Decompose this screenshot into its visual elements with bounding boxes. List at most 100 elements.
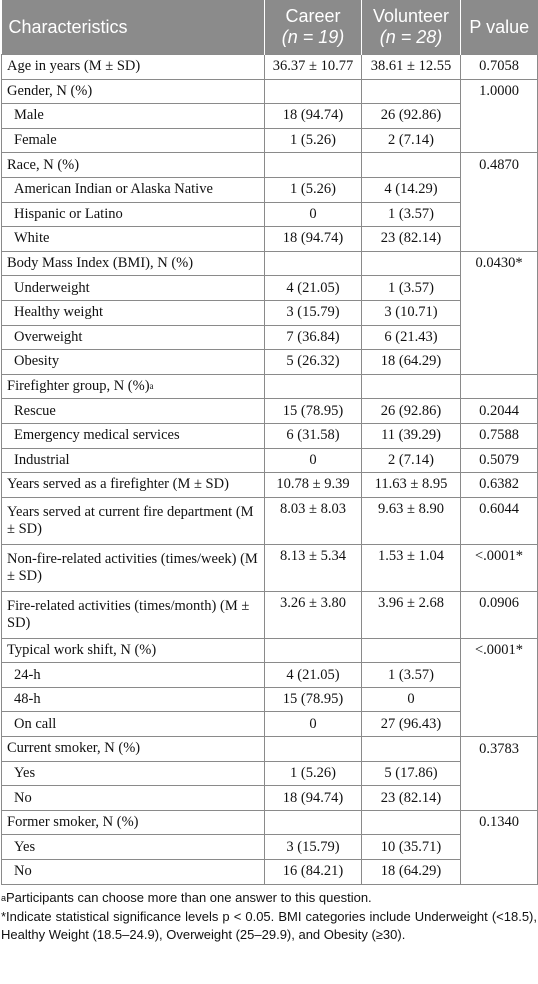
career-value: 4 (21.05) <box>264 275 362 301</box>
career-value: 3 (15.79) <box>264 299 362 326</box>
p-value: 1.0000 <box>460 78 538 104</box>
p-value: 0.1340 <box>460 809 538 835</box>
p-value <box>460 275 538 301</box>
career-value: 3.26 ± 3.80 <box>264 590 362 639</box>
row-label: Underweight <box>1 275 265 301</box>
table-row: Male 18 (94.74) 26 (92.86) <box>1 103 538 129</box>
row-label: Female <box>1 127 265 154</box>
career-value: 0 <box>264 711 362 738</box>
career-value: 18 (94.74) <box>264 785 362 811</box>
p-value: 0.4870 <box>460 152 538 178</box>
career-value: 1 (5.26) <box>264 760 362 787</box>
table-row: Underweight 4 (21.05) 1 (3.57) <box>1 275 538 301</box>
row-label: 24-h <box>1 662 265 688</box>
row-label: Body Mass Index (BMI), N (%) <box>1 250 265 277</box>
volunteer-value: 1 (3.57) <box>361 662 461 688</box>
row-label: Typical work shift, N (%) <box>1 637 265 664</box>
row-label: Age in years (M ± SD) <box>1 54 265 80</box>
volunteer-value: 4 (14.29) <box>361 176 461 203</box>
volunteer-value: 1 (3.57) <box>361 201 461 228</box>
table-row: Years served as a firefighter (M ± SD) 1… <box>1 472 538 498</box>
row-label: Gender, N (%) <box>1 78 265 105</box>
volunteer-value: 18 (64.29) <box>361 859 461 885</box>
career-value: 18 (94.74) <box>264 103 362 129</box>
volunteer-value: 2 (7.14) <box>361 447 461 474</box>
table-row: Current smoker, N (%) 0.3783 <box>1 736 538 762</box>
table-row: Rescue 15 (78.95) 26 (92.86) 0.2044 <box>1 398 538 424</box>
row-label: Rescue <box>1 398 265 424</box>
p-value <box>460 687 538 712</box>
p-value: 0.6382 <box>460 472 538 498</box>
p-value: <.0001* <box>460 543 538 592</box>
row-label: Overweight <box>1 324 265 351</box>
volunteer-value <box>361 250 461 277</box>
row-label: Yes <box>1 760 265 787</box>
career-value: 8.13 ± 5.34 <box>264 543 362 592</box>
row-label: Yes <box>1 834 265 861</box>
table-row: Non-fire-related activities (times/week)… <box>1 543 538 592</box>
table-row: On call 0 27 (96.43) <box>1 711 538 738</box>
header-volunteer: Volunteer (n = 28) <box>361 0 461 55</box>
table-row: Hispanic or Latino 0 1 (3.57) <box>1 201 538 228</box>
table-row: Gender, N (%) 1.0000 <box>1 78 538 105</box>
volunteer-value: 23 (82.14) <box>361 785 461 811</box>
table-row: Age in years (M ± SD) 36.37 ± 10.77 38.6… <box>1 54 538 80</box>
p-value <box>460 373 538 400</box>
volunteer-value: 1 (3.57) <box>361 275 461 301</box>
p-value <box>460 103 538 129</box>
footnote-a: aParticipants can choose more than one a… <box>1 889 372 905</box>
volunteer-value: 11 (39.29) <box>361 422 461 449</box>
p-value <box>460 859 538 885</box>
row-label: Industrial <box>1 447 265 474</box>
table-row: American Indian or Alaska Native 1 (5.26… <box>1 176 538 203</box>
volunteer-value: 10 (35.71) <box>361 834 461 861</box>
p-value <box>460 662 538 688</box>
volunteer-value <box>361 809 461 836</box>
table-row: Typical work shift, N (%) <.0001* <box>1 637 538 664</box>
row-label: On call <box>1 711 265 738</box>
career-value: 4 (21.05) <box>264 662 362 688</box>
career-value: 1 (5.26) <box>264 176 362 203</box>
p-value <box>460 202 538 227</box>
volunteer-value: 0 <box>361 686 461 713</box>
row-label: White <box>1 226 265 252</box>
volunteer-value: 3.96 ± 2.68 <box>361 590 461 639</box>
table-row: Female 1 (5.26) 2 (7.14) <box>1 127 538 154</box>
career-value: 15 (78.95) <box>264 686 362 713</box>
career-value <box>264 809 362 836</box>
volunteer-value: 11.63 ± 8.95 <box>361 472 461 498</box>
career-value <box>264 736 362 762</box>
p-value <box>460 761 538 786</box>
career-value: 0 <box>264 447 362 474</box>
row-label: 48-h <box>1 686 265 713</box>
table-row: Overweight 7 (36.84) 6 (21.43) <box>1 324 538 351</box>
career-value <box>264 78 362 105</box>
volunteer-value: 18 (64.29) <box>361 349 461 375</box>
row-label: American Indian or Alaska Native <box>1 176 265 203</box>
row-label: Race, N (%) <box>1 152 265 178</box>
row-label: Current smoker, N (%) <box>1 736 265 762</box>
career-value: 18 (94.74) <box>264 226 362 252</box>
table-row: 48-h 15 (78.95) 0 <box>1 686 538 713</box>
footnote-marker: a <box>149 381 154 392</box>
career-value: 5 (26.32) <box>264 349 362 375</box>
table-row: No 18 (94.74) 23 (82.14) <box>1 785 538 811</box>
volunteer-value <box>361 152 461 178</box>
row-label: Healthy weight <box>1 299 265 326</box>
p-value: 0.3783 <box>460 736 538 762</box>
header-characteristics: Characteristics <box>1 0 265 55</box>
p-value <box>460 128 538 154</box>
characteristics-table: Characteristics Career (n = 19) Volunteer… <box>1 0 538 885</box>
table-row: Obesity 5 (26.32) 18 (64.29) <box>1 349 538 375</box>
volunteer-value: 26 (92.86) <box>361 398 461 424</box>
p-value: 0.2044 <box>460 398 538 424</box>
p-value: 0.5079 <box>460 447 538 474</box>
row-label: Emergency medical services <box>1 422 265 449</box>
career-value: 7 (36.84) <box>264 324 362 351</box>
row-label: Obesity <box>1 349 265 375</box>
p-value: 0.0430* <box>460 250 538 276</box>
p-value <box>460 711 538 738</box>
table-row: 24-h 4 (21.05) 1 (3.57) <box>1 662 538 688</box>
footnote-significance: *Indicate statistical significance level… <box>1 908 537 942</box>
table-footnotes: aParticipants can choose more than one a… <box>0 885 538 944</box>
